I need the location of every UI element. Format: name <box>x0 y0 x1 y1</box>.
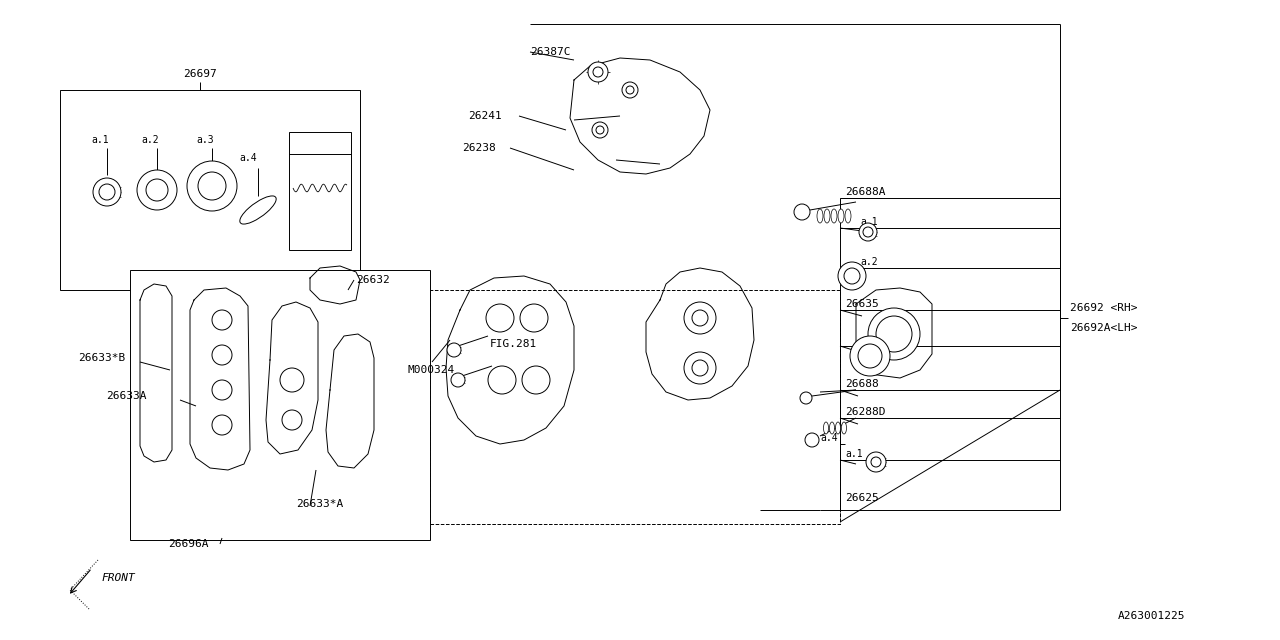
Ellipse shape <box>488 366 516 394</box>
Text: 26238: 26238 <box>462 143 495 153</box>
Text: a.2: a.2 <box>141 135 159 145</box>
Text: 26692 <RH>: 26692 <RH> <box>1070 303 1138 313</box>
Text: a.1: a.1 <box>845 449 863 459</box>
Ellipse shape <box>593 67 603 77</box>
Text: 26696A: 26696A <box>168 539 209 549</box>
Text: FRONT: FRONT <box>102 573 136 583</box>
Ellipse shape <box>858 344 882 368</box>
Ellipse shape <box>805 433 819 447</box>
Text: 26387C: 26387C <box>530 47 571 57</box>
Ellipse shape <box>684 352 716 384</box>
Text: a.3: a.3 <box>196 135 214 145</box>
Text: 26288D: 26288D <box>845 407 886 417</box>
Text: 26633*A: 26633*A <box>296 499 343 509</box>
Ellipse shape <box>198 172 227 200</box>
Ellipse shape <box>823 422 828 434</box>
Ellipse shape <box>863 227 873 237</box>
Ellipse shape <box>626 86 634 94</box>
Ellipse shape <box>867 452 886 472</box>
Ellipse shape <box>841 422 846 434</box>
Ellipse shape <box>800 392 812 404</box>
Ellipse shape <box>212 310 232 330</box>
Ellipse shape <box>93 178 122 206</box>
Text: FIG.281: FIG.281 <box>490 339 538 349</box>
Ellipse shape <box>137 170 177 210</box>
Ellipse shape <box>794 204 810 220</box>
Ellipse shape <box>187 161 237 211</box>
Ellipse shape <box>850 336 890 376</box>
Text: 26241: 26241 <box>468 111 502 121</box>
Ellipse shape <box>868 308 920 360</box>
Ellipse shape <box>588 62 608 82</box>
Text: a.1: a.1 <box>860 217 878 227</box>
Ellipse shape <box>447 343 461 357</box>
Text: a.4: a.4 <box>239 153 257 163</box>
Bar <box>60 90 360 290</box>
Ellipse shape <box>212 415 232 435</box>
Ellipse shape <box>831 209 837 223</box>
Ellipse shape <box>522 366 550 394</box>
Text: 26692A<LH>: 26692A<LH> <box>1070 323 1138 333</box>
Text: A263001225: A263001225 <box>1117 611 1185 621</box>
Ellipse shape <box>859 223 877 241</box>
Ellipse shape <box>212 345 232 365</box>
Bar <box>289 132 351 250</box>
Ellipse shape <box>146 179 168 201</box>
Ellipse shape <box>212 380 232 400</box>
Text: a.2: a.2 <box>860 257 878 267</box>
Ellipse shape <box>451 373 465 387</box>
Text: 26697: 26697 <box>183 69 216 79</box>
Bar <box>131 270 430 540</box>
Text: 26635: 26635 <box>845 299 879 309</box>
Ellipse shape <box>684 302 716 334</box>
Text: a.3: a.3 <box>860 335 878 345</box>
Text: 26625: 26625 <box>845 493 879 503</box>
Ellipse shape <box>870 457 881 467</box>
Text: 26688: 26688 <box>845 379 879 389</box>
Text: 26633A: 26633A <box>106 391 146 401</box>
Ellipse shape <box>845 209 851 223</box>
Ellipse shape <box>99 184 115 200</box>
Ellipse shape <box>829 422 835 434</box>
Text: a.1: a.1 <box>91 135 109 145</box>
Ellipse shape <box>596 126 604 134</box>
Ellipse shape <box>622 82 637 98</box>
Text: M000324: M000324 <box>408 365 456 375</box>
Ellipse shape <box>591 122 608 138</box>
Bar <box>430 290 840 524</box>
Text: 26632: 26632 <box>356 275 389 285</box>
Ellipse shape <box>692 310 708 326</box>
Ellipse shape <box>239 196 276 224</box>
Ellipse shape <box>876 316 911 352</box>
Ellipse shape <box>282 410 302 430</box>
Ellipse shape <box>692 360 708 376</box>
Text: a.4: a.4 <box>820 433 837 443</box>
Ellipse shape <box>836 422 841 434</box>
Ellipse shape <box>844 268 860 284</box>
Ellipse shape <box>280 368 305 392</box>
Ellipse shape <box>824 209 829 223</box>
Text: 26688A: 26688A <box>845 187 886 197</box>
Ellipse shape <box>838 262 867 290</box>
Ellipse shape <box>817 209 823 223</box>
Ellipse shape <box>520 304 548 332</box>
Ellipse shape <box>838 209 844 223</box>
Ellipse shape <box>486 304 515 332</box>
Text: 26633*B: 26633*B <box>78 353 125 363</box>
